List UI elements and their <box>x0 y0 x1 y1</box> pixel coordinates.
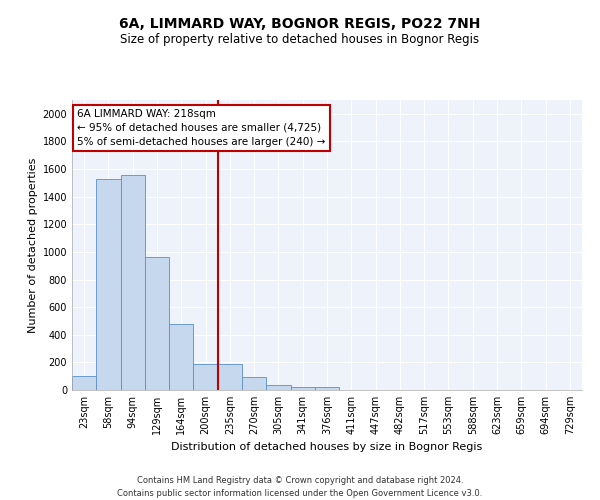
Y-axis label: Number of detached properties: Number of detached properties <box>28 158 38 332</box>
Bar <box>315 387 339 390</box>
Text: Size of property relative to detached houses in Bognor Regis: Size of property relative to detached ho… <box>121 32 479 46</box>
Bar <box>145 258 169 390</box>
Bar <box>72 376 96 390</box>
Bar <box>266 385 290 390</box>
Text: 6A LIMMARD WAY: 218sqm
← 95% of detached houses are smaller (4,725)
5% of semi-d: 6A LIMMARD WAY: 218sqm ← 95% of detached… <box>77 108 325 146</box>
Bar <box>290 386 315 390</box>
Bar <box>242 377 266 390</box>
Bar <box>96 180 121 390</box>
Bar <box>218 364 242 390</box>
Bar <box>169 324 193 390</box>
Text: Contains HM Land Registry data © Crown copyright and database right 2024.
Contai: Contains HM Land Registry data © Crown c… <box>118 476 482 498</box>
Bar <box>121 174 145 390</box>
Text: Distribution of detached houses by size in Bognor Regis: Distribution of detached houses by size … <box>172 442 482 452</box>
Bar <box>193 364 218 390</box>
Text: 6A, LIMMARD WAY, BOGNOR REGIS, PO22 7NH: 6A, LIMMARD WAY, BOGNOR REGIS, PO22 7NH <box>119 18 481 32</box>
